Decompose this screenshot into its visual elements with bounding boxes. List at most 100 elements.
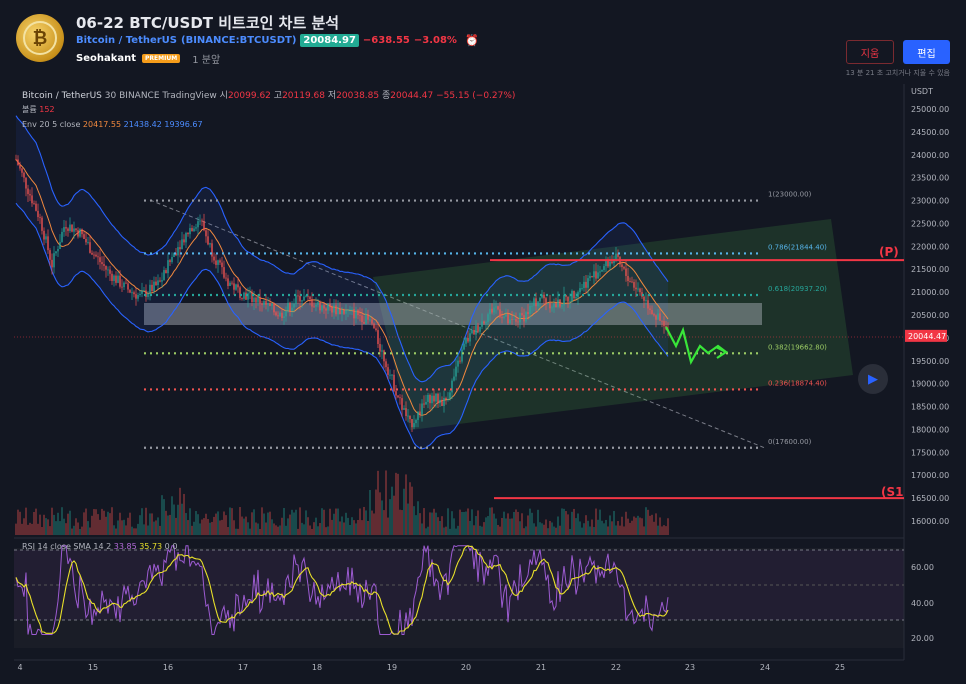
volume-bar xyxy=(293,512,295,535)
candle-body xyxy=(185,232,187,243)
volume-bar xyxy=(191,525,193,535)
candle-body xyxy=(399,397,401,399)
time-tick-label: 18 xyxy=(312,663,322,672)
candle-body xyxy=(273,303,275,313)
volume-bar xyxy=(235,528,237,535)
volume-bar xyxy=(483,522,485,535)
volume-bar xyxy=(653,521,655,535)
candle-body xyxy=(349,309,351,310)
volume-bar xyxy=(255,522,257,535)
symbol-legend[interactable]: Bitcoin / TetherUS 30 BINANCE TradingVie… xyxy=(22,88,515,101)
candle-body xyxy=(251,292,253,303)
volume-bar xyxy=(415,515,417,535)
symbol-row: Bitcoin / TetherUS (BINANCE:BTCUSDT) 200… xyxy=(76,34,479,47)
projection-arrow[interactable] xyxy=(665,326,729,365)
envelope-legend[interactable]: Env 20 5 close 20417.55 21438.42 19396.6… xyxy=(22,120,203,129)
volume-bar xyxy=(413,506,415,535)
volume-bar xyxy=(363,506,365,535)
volume-bar xyxy=(209,522,211,535)
candle-body xyxy=(561,305,563,307)
candle-body xyxy=(265,300,267,305)
candle-body xyxy=(57,249,59,252)
volume-bar xyxy=(599,509,601,535)
candle-body xyxy=(631,281,633,283)
volume-legend[interactable]: 볼륨 152 xyxy=(22,104,55,115)
ascending-channel[interactable] xyxy=(373,219,853,430)
volume-bar xyxy=(657,525,659,535)
volume-bar xyxy=(143,524,145,535)
volume-bar xyxy=(271,519,273,535)
edit-window-note: 13 분 21 초 고치거나 지울 수 있음 xyxy=(845,69,950,77)
volume-bar xyxy=(629,522,631,535)
volume-bar xyxy=(499,526,501,535)
candle-body xyxy=(379,344,381,352)
volume-bar xyxy=(591,519,593,535)
author-avatar[interactable]: ₿ xyxy=(16,14,64,62)
volume-bar xyxy=(161,495,163,535)
volume-bar xyxy=(613,510,615,535)
author-name[interactable]: Seohakant xyxy=(76,53,137,64)
candle-body xyxy=(475,325,477,335)
descending-trendline[interactable] xyxy=(149,199,766,449)
price-chart[interactable]: 1(23000.00) 0.786(21844.40) 0.618(20937.20… xyxy=(0,84,966,684)
volume-bar xyxy=(625,511,627,535)
candle-body xyxy=(489,308,491,315)
legend-interval: 30 xyxy=(104,91,117,101)
volume-bar xyxy=(443,527,445,535)
candle-body xyxy=(173,253,175,258)
candle-body xyxy=(143,290,145,292)
time-tick-label: 4 xyxy=(17,663,22,672)
play-icon[interactable]: ▶ xyxy=(858,364,888,394)
candle-body xyxy=(555,303,557,308)
volume-bar xyxy=(231,508,233,535)
volume-bar xyxy=(135,528,137,535)
main-pane[interactable] xyxy=(14,84,904,536)
candlesticks[interactable] xyxy=(15,154,669,432)
legend-open-label: 시 xyxy=(219,91,228,101)
volume-bar xyxy=(649,515,651,535)
edit-button[interactable]: 편집 xyxy=(903,40,950,64)
candle-body xyxy=(601,269,603,272)
volume-bar xyxy=(511,518,513,535)
volume-bar xyxy=(123,519,125,535)
volume-bar xyxy=(41,527,43,535)
volume-bar xyxy=(607,526,609,535)
volume-bar xyxy=(647,509,649,535)
symbol-name-link[interactable]: Bitcoin / TetherUS xyxy=(76,35,178,46)
exchange-ticker-link[interactable]: BINANCE:BTCUSDT xyxy=(185,35,292,46)
volume-bar xyxy=(601,520,603,535)
envelope-fill xyxy=(16,115,668,449)
fibonacci-retracement[interactable]: 1(23000.00) 0.786(21844.40) 0.618(20937.20… xyxy=(144,191,827,449)
candle-body xyxy=(45,236,47,240)
volume-bar xyxy=(387,517,389,535)
price-tick-label: 19000.00 xyxy=(911,380,949,389)
delete-button[interactable]: 지움 xyxy=(846,40,894,64)
candle-body xyxy=(133,292,135,295)
volume-bar xyxy=(521,513,523,535)
volume-bar xyxy=(283,508,285,535)
volume-bar xyxy=(121,520,123,535)
candle-body xyxy=(429,394,431,404)
legend-low: 20038.85 xyxy=(336,91,380,101)
candle-body xyxy=(479,326,481,332)
candle-body xyxy=(581,288,583,289)
candle-body xyxy=(235,284,237,290)
support-resistance-levels[interactable]: (P) (S1 xyxy=(490,245,904,500)
volume-bar xyxy=(275,525,277,535)
volume-bar xyxy=(631,520,633,535)
candle-body xyxy=(131,292,133,294)
volume-bar xyxy=(469,520,471,535)
candle-body xyxy=(331,307,333,313)
candle-body xyxy=(469,333,471,342)
volume-bar xyxy=(83,512,85,535)
price-tick-label: 23000.00 xyxy=(911,197,949,206)
price-change: −638.55 xyxy=(362,35,410,46)
price-tick-label: 16500.00 xyxy=(911,494,949,503)
candle-body xyxy=(275,312,277,316)
volume-bar xyxy=(327,526,329,535)
candle-body xyxy=(117,275,119,283)
volume-bar xyxy=(503,511,505,535)
alarm-clock-icon[interactable]: ⏰ xyxy=(464,34,479,47)
volume-bar xyxy=(667,518,669,535)
rsi-legend[interactable]: RSI 14 close SMA 14 2 33.85 35.73 0 0 xyxy=(22,542,177,551)
